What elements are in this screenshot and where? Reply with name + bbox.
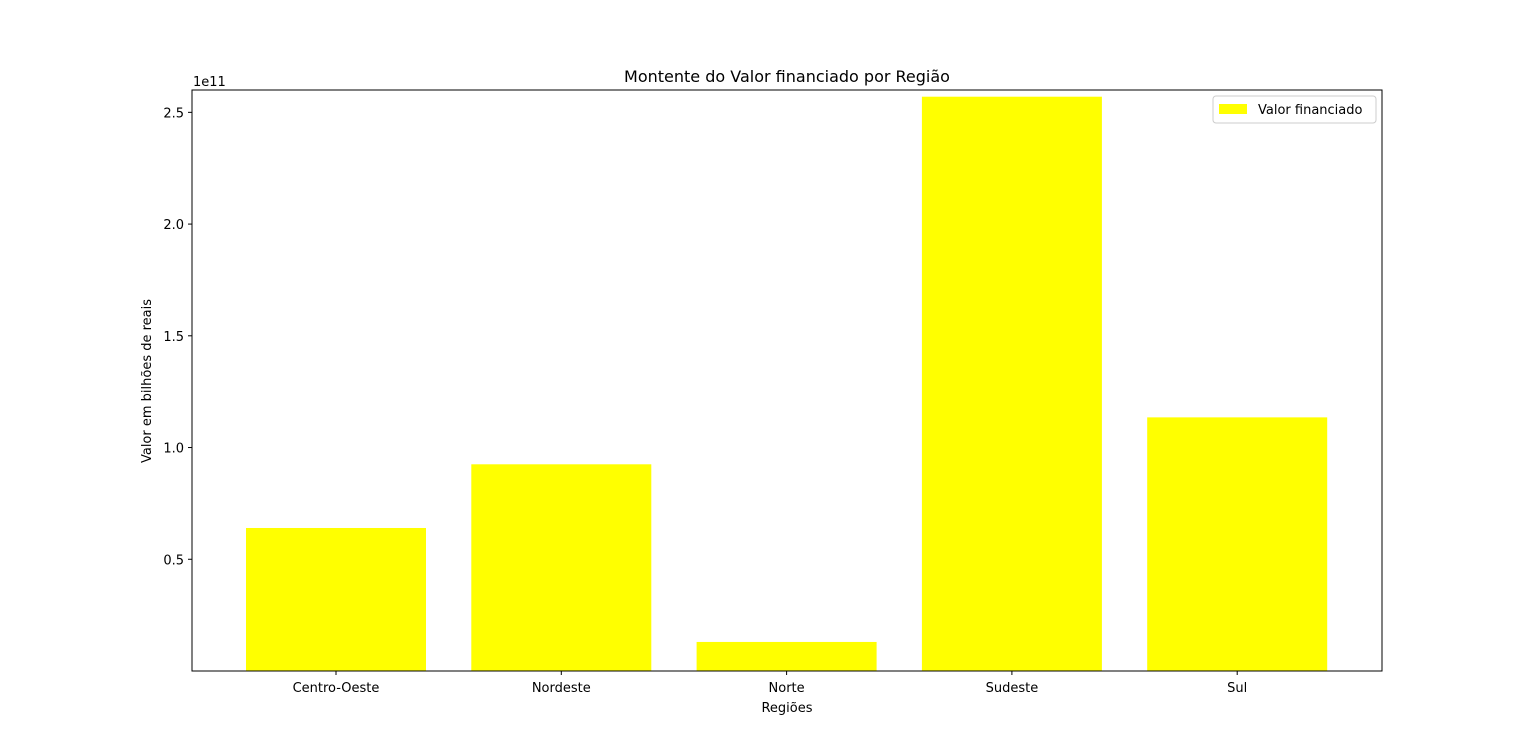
y-ticks-group: 0.5 1.0 1.5 2.0 2.5 (163, 106, 192, 568)
y-tick-label: 2.5 (163, 106, 184, 121)
bar-centro-oeste (246, 527, 426, 671)
chart-title: Montente do Valor financiado por Região (624, 67, 950, 86)
x-tick-label: Centro-Oeste (293, 681, 380, 696)
bars-group (246, 96, 1328, 671)
y-tick-label: 2.0 (163, 218, 184, 233)
y-tick-label: 1.0 (163, 442, 184, 457)
x-axis-label: Regiões (761, 701, 812, 716)
x-tick-label: Nordeste (532, 681, 591, 696)
bar-sul (1147, 417, 1328, 671)
x-tick-label: Sul (1227, 681, 1247, 696)
legend-swatch (1219, 104, 1247, 114)
x-tick-label: Sudeste (986, 681, 1039, 696)
legend-frame (1212, 95, 1377, 124)
x-ticks-group: Centro-Oeste Nordeste Norte Sudeste Sul (293, 671, 1247, 696)
y-tick-label: 0.5 (163, 553, 184, 568)
y-tick-label: 1.5 (163, 330, 184, 345)
legend: Valor financiado (1212, 95, 1377, 124)
bar-nordeste (471, 464, 652, 671)
legend-label: Valor financiado (1258, 103, 1363, 118)
y-offset-label: 1e11 (193, 75, 226, 90)
y-axis-label: Valor em bilhões de reais (140, 299, 155, 463)
bar-sudeste (921, 96, 1102, 671)
bar-norte (696, 641, 877, 671)
x-tick-label: Norte (769, 681, 805, 696)
